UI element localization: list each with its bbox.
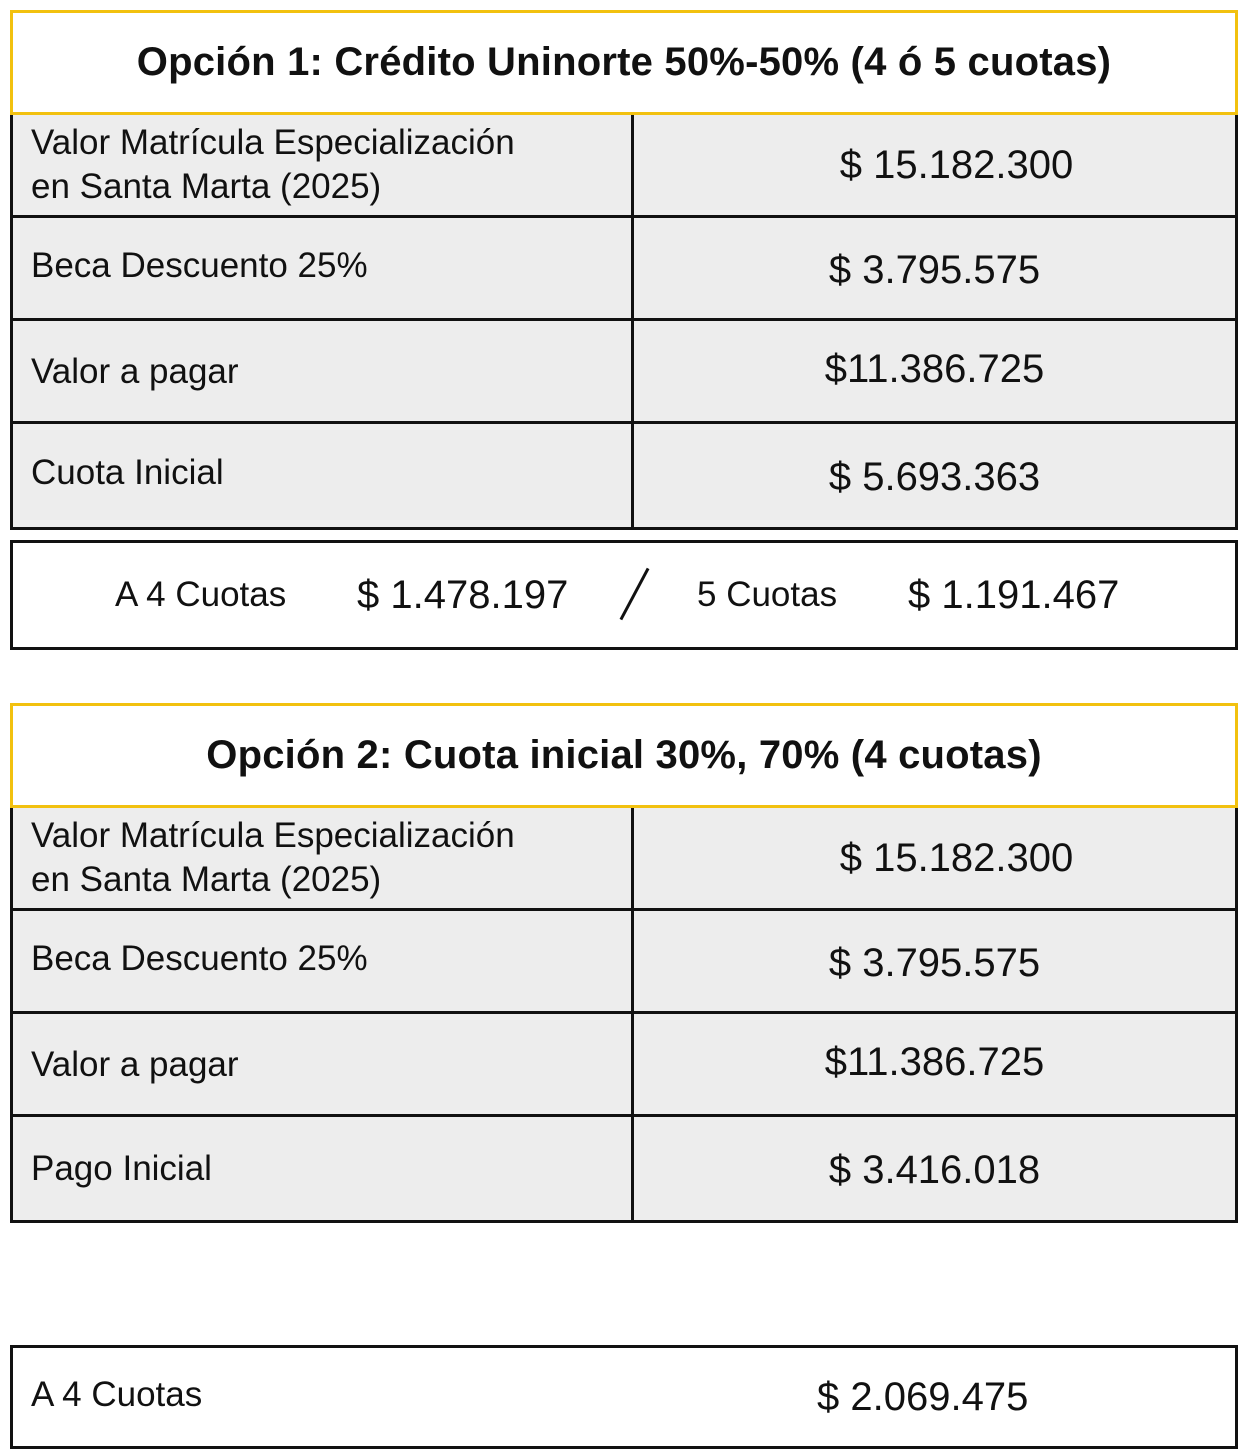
row-label-line2: en Santa Marta (2025) (31, 860, 382, 899)
row-label-line1: Valor Matrícula Especialización (31, 816, 515, 855)
table-row: Valor a pagar $11.386.725 (13, 1014, 1235, 1117)
installments-4-label: A 4 Cuotas (115, 575, 287, 614)
table-row: Beca Descuento 25% $ 3.795.575 (13, 218, 1235, 321)
installments-5-value: $ 1.191.467 (908, 572, 1120, 617)
row-value-initial-payment: $ 3.416.018 (828, 1148, 1041, 1192)
installments-4-value: $ 1.478.197 (357, 572, 569, 617)
installments-separator (619, 567, 650, 621)
row-label-amount-due: Valor a pagar (13, 321, 634, 421)
option-2-installments: A 4 Cuotas $ 2.069.475 (10, 1345, 1238, 1449)
row-value-scholarship: $ 3.795.575 (828, 940, 1041, 985)
table-row: Valor Matrícula Especialización en Santa… (13, 808, 1235, 911)
row-label-down-payment: Cuota Inicial (13, 424, 634, 527)
option-2-table: Valor Matrícula Especialización en Santa… (10, 808, 1238, 1223)
row-label-line1: Valor Matrícula Especialización (31, 123, 515, 162)
installments-5-label: 5 Cuotas (697, 575, 838, 614)
table-row: Beca Descuento 25% $ 3.795.575 (13, 911, 1235, 1014)
table-row: Valor Matrícula Especialización en Santa… (13, 115, 1235, 218)
option-1-title: Opción 1: Crédito Uninorte 50%-50% (4 ó … (10, 10, 1238, 115)
row-value-amount-due: $11.386.725 (824, 1039, 1045, 1084)
table-row: Cuota Inicial $ 5.693.363 (13, 424, 1235, 527)
row-value-scholarship: $ 3.795.575 (828, 247, 1041, 292)
option-2-block: Opción 2: Cuota inicial 30%, 70% (4 cuot… (10, 703, 1238, 1223)
row-value-tuition: $ 15.182.300 (839, 142, 1074, 187)
row-label-line2: en Santa Marta (2025) (31, 167, 382, 206)
row-label-tuition: Valor Matrícula Especialización en Santa… (13, 808, 634, 908)
option-1-installments: A 4 Cuotas $ 1.478.197 5 Cuotas $ 1.191.… (10, 540, 1238, 650)
row-label-tuition: Valor Matrícula Especialización en Santa… (13, 115, 634, 215)
installments-4-value: $ 2.069.475 (817, 1374, 1029, 1419)
row-label-scholarship: Beca Descuento 25% (13, 911, 634, 1011)
row-value-amount-due: $11.386.725 (824, 346, 1045, 391)
option-1-table: Valor Matrícula Especialización en Santa… (10, 115, 1238, 530)
option-2-title: Opción 2: Cuota inicial 30%, 70% (4 cuot… (10, 703, 1238, 808)
row-label-initial-payment: Pago Inicial (13, 1117, 634, 1220)
row-value-down-payment: $ 5.693.363 (828, 455, 1041, 499)
row-label-amount-due: Valor a pagar (13, 1014, 634, 1114)
option-1-block: Opción 1: Crédito Uninorte 50%-50% (4 ó … (10, 10, 1238, 530)
table-row: Pago Inicial $ 3.416.018 (13, 1117, 1235, 1220)
row-label-scholarship: Beca Descuento 25% (13, 218, 634, 318)
table-row: Valor a pagar $11.386.725 (13, 321, 1235, 424)
row-value-tuition: $ 15.182.300 (839, 835, 1074, 880)
installments-4-label: A 4 Cuotas (31, 1375, 203, 1414)
